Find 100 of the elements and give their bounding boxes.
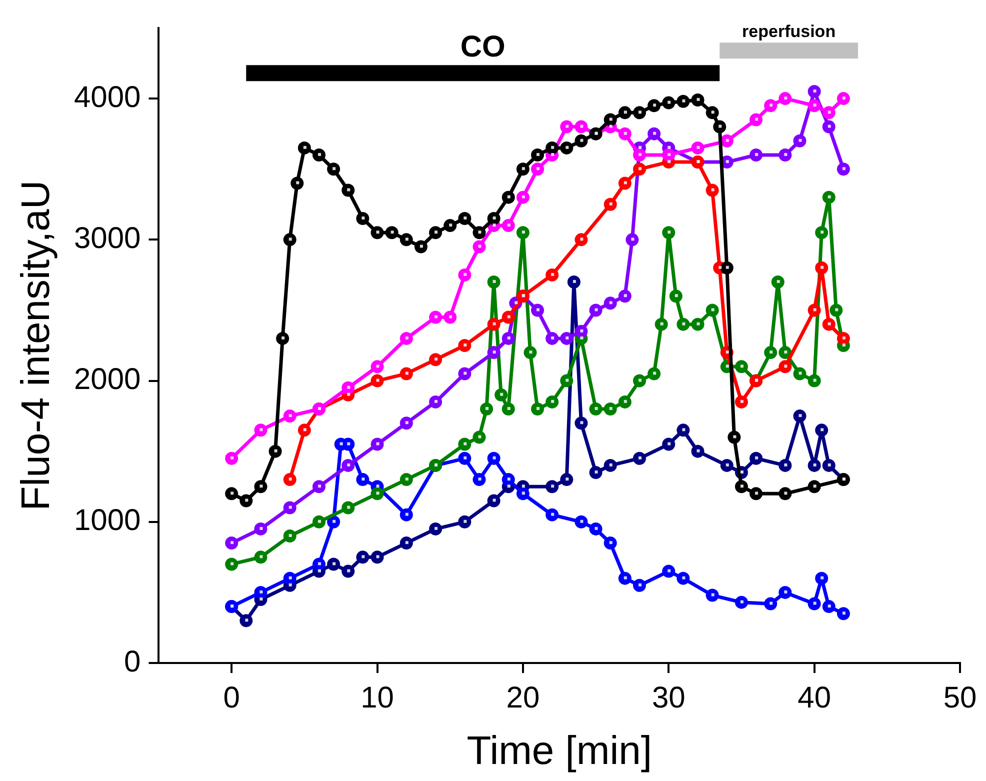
point [778,586,792,599]
point [574,324,588,338]
point [531,148,544,162]
y-tick-label: 0 [124,645,141,678]
point [720,134,734,148]
point [516,487,530,500]
x-tick-label: 20 [506,681,540,714]
point [327,558,340,571]
point [662,564,676,578]
point [472,240,486,254]
point [444,219,457,232]
point [822,600,836,614]
point [494,388,508,402]
point [546,508,559,522]
point [225,452,238,465]
point [283,410,296,423]
x-tick-label: 0 [223,681,240,714]
point [400,233,413,246]
point [560,120,574,134]
point [778,360,792,374]
point [487,276,500,288]
point [516,162,530,176]
point [516,190,530,204]
point [472,430,486,444]
point [632,162,646,176]
point [254,550,268,564]
point [370,438,384,451]
point [225,558,238,571]
point [531,162,544,176]
series-label: CO [460,30,506,64]
point [618,176,632,190]
point [487,212,500,225]
point [546,268,559,282]
point [654,318,668,331]
point [283,501,296,514]
point [815,572,828,585]
x-axis-title: Time [min] [466,729,652,774]
point [648,127,661,140]
point [691,93,704,106]
point [618,106,632,120]
point [370,374,384,388]
point [734,360,748,374]
point [400,536,413,550]
point [312,515,326,528]
point [808,480,821,494]
y-tick-label: 2000 [74,363,141,396]
point [276,332,290,345]
point [567,276,580,288]
point [254,586,268,599]
point [370,550,384,564]
point [502,402,515,416]
point [356,550,370,564]
point [793,410,806,423]
point [546,480,559,494]
point [662,438,676,451]
point [414,240,428,254]
point [632,374,646,388]
point [815,424,828,437]
point [669,290,682,303]
point [793,134,806,148]
point [808,99,821,112]
point [342,564,355,578]
point [546,141,559,154]
point [750,148,763,162]
point [560,141,574,154]
point [778,458,792,472]
point [400,473,413,486]
point [808,597,821,610]
point [546,395,559,408]
point [312,480,326,494]
point [370,487,384,500]
point [458,268,472,282]
point [691,444,704,458]
point [502,219,515,232]
point [502,332,515,345]
point [822,120,836,134]
point [254,424,268,437]
x-tick-label: 30 [652,681,686,714]
point [502,310,515,324]
point [480,402,494,416]
point [830,304,843,317]
point [822,458,836,472]
point [589,304,602,317]
point [778,487,792,500]
point [750,487,763,500]
point [720,458,734,472]
point [458,452,472,465]
point [808,304,821,317]
point [632,452,646,465]
point [604,458,617,472]
point [225,536,238,550]
point [589,402,602,416]
point [706,304,719,317]
point [524,346,537,360]
y-tick-label: 3000 [74,222,141,255]
point [560,374,574,388]
point [400,416,413,430]
point [808,458,821,472]
point [254,522,268,536]
point [240,614,253,628]
